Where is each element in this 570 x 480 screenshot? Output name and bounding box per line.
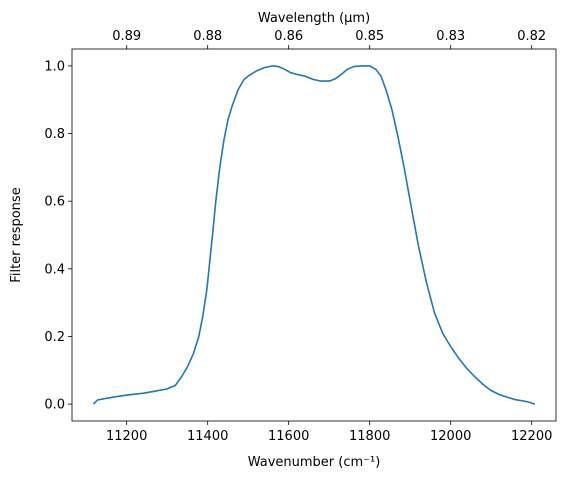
y-tick-label: 0.0 bbox=[44, 398, 65, 413]
x-tick-label: 12000 bbox=[430, 429, 471, 444]
x-tick-label: 11400 bbox=[187, 429, 228, 444]
top-tick-label: 0.89 bbox=[112, 29, 141, 44]
y-tick-label: 0.4 bbox=[44, 262, 65, 277]
series-line bbox=[92, 65, 536, 405]
y-tick-label: 0.2 bbox=[44, 330, 65, 345]
series-layer bbox=[92, 65, 536, 405]
x-tick-label: 11600 bbox=[268, 429, 309, 444]
plot-frame bbox=[71, 48, 557, 422]
y-axis-ticks: 0.0 0.2 0.4 0.6 0.8 1.0 bbox=[44, 59, 72, 413]
x-tick-label: 11200 bbox=[106, 429, 147, 444]
top-tick-label: 0.86 bbox=[274, 29, 303, 44]
x-axis-title: Wavenumber (cm⁻¹) bbox=[248, 455, 381, 470]
top-tick-label: 0.82 bbox=[517, 29, 546, 44]
top-tick-label: 0.88 bbox=[193, 29, 222, 44]
y-tick-label: 0.6 bbox=[44, 195, 65, 210]
top-tick-label: 0.83 bbox=[436, 29, 465, 44]
top-axis-ticks: 0.89 0.88 0.86 0.85 0.83 0.82 bbox=[112, 29, 546, 49]
x-tick-label: 12200 bbox=[511, 429, 552, 444]
x-axis-ticks: 11200 11400 11600 11800 12000 12200 bbox=[106, 421, 552, 444]
y-tick-label: 0.8 bbox=[44, 127, 65, 142]
y-tick-label: 1.0 bbox=[44, 59, 65, 74]
x-tick-label: 11800 bbox=[349, 429, 390, 444]
top-tick-label: 0.85 bbox=[355, 29, 384, 44]
top-axis-title: Wavelength (μm) bbox=[258, 11, 370, 26]
y-axis-title: Filter response bbox=[9, 187, 24, 282]
